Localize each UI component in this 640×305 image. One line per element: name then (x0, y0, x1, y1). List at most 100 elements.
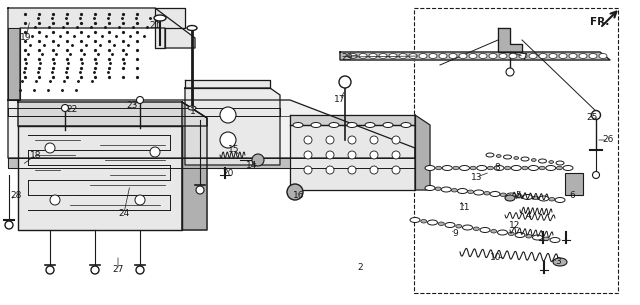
Circle shape (220, 107, 236, 123)
Ellipse shape (389, 53, 397, 59)
Ellipse shape (369, 53, 377, 59)
Polygon shape (498, 28, 522, 52)
Ellipse shape (488, 166, 493, 170)
Circle shape (326, 136, 334, 144)
Text: 28: 28 (10, 191, 22, 199)
Circle shape (593, 171, 600, 178)
Ellipse shape (477, 166, 487, 170)
Text: 27: 27 (112, 265, 124, 275)
Ellipse shape (549, 161, 554, 163)
Text: 20: 20 (222, 170, 234, 178)
Circle shape (45, 143, 55, 153)
Ellipse shape (383, 123, 393, 127)
Circle shape (135, 195, 145, 205)
Ellipse shape (438, 222, 444, 225)
Ellipse shape (543, 237, 549, 241)
Polygon shape (185, 88, 280, 165)
Ellipse shape (311, 123, 321, 127)
Polygon shape (18, 126, 182, 230)
Text: 4: 4 (525, 210, 531, 220)
Polygon shape (415, 115, 430, 190)
Circle shape (392, 136, 400, 144)
Ellipse shape (379, 53, 387, 59)
Ellipse shape (428, 220, 438, 225)
Ellipse shape (559, 53, 567, 59)
Ellipse shape (489, 53, 497, 59)
Circle shape (196, 186, 204, 194)
Circle shape (370, 166, 378, 174)
Text: 8: 8 (494, 163, 500, 173)
Ellipse shape (522, 195, 532, 199)
Text: 21: 21 (149, 20, 161, 30)
Ellipse shape (329, 123, 339, 127)
Text: 23: 23 (126, 101, 138, 109)
Ellipse shape (563, 166, 573, 170)
Bar (565, 173, 583, 195)
Ellipse shape (499, 53, 507, 59)
Circle shape (348, 136, 356, 144)
Ellipse shape (514, 156, 518, 160)
Ellipse shape (420, 220, 427, 223)
Polygon shape (8, 108, 280, 116)
Ellipse shape (419, 53, 427, 59)
Circle shape (392, 151, 400, 159)
Text: 9: 9 (452, 228, 458, 238)
Ellipse shape (589, 53, 597, 59)
Ellipse shape (435, 187, 441, 191)
Ellipse shape (187, 26, 197, 30)
Ellipse shape (480, 228, 490, 232)
Ellipse shape (470, 166, 476, 170)
Ellipse shape (539, 53, 547, 59)
Ellipse shape (459, 53, 467, 59)
Text: FR.: FR. (590, 17, 609, 27)
Circle shape (339, 76, 351, 88)
Polygon shape (155, 8, 185, 48)
Ellipse shape (463, 225, 472, 230)
Ellipse shape (293, 123, 303, 127)
Ellipse shape (479, 53, 487, 59)
Ellipse shape (497, 230, 508, 235)
Circle shape (348, 151, 356, 159)
Circle shape (136, 96, 143, 103)
Ellipse shape (473, 227, 479, 231)
Text: 3: 3 (555, 257, 561, 267)
Circle shape (220, 132, 236, 148)
Ellipse shape (550, 238, 560, 242)
Ellipse shape (497, 155, 501, 157)
Text: 6: 6 (569, 192, 575, 200)
Ellipse shape (439, 53, 447, 59)
Ellipse shape (458, 188, 467, 193)
Ellipse shape (532, 235, 543, 240)
Circle shape (50, 195, 60, 205)
Circle shape (370, 151, 378, 159)
Ellipse shape (539, 166, 545, 170)
Ellipse shape (509, 53, 517, 59)
Ellipse shape (546, 166, 556, 170)
Text: 16: 16 (293, 192, 305, 200)
Ellipse shape (154, 15, 166, 21)
Ellipse shape (449, 53, 457, 59)
Circle shape (136, 266, 144, 274)
Text: 17: 17 (334, 95, 346, 105)
Text: 2: 2 (357, 264, 363, 272)
Circle shape (91, 266, 99, 274)
Circle shape (150, 147, 160, 157)
Ellipse shape (579, 53, 587, 59)
Text: 18: 18 (30, 150, 42, 160)
Ellipse shape (525, 235, 532, 238)
Ellipse shape (506, 193, 516, 198)
Polygon shape (290, 125, 415, 190)
Circle shape (46, 266, 54, 274)
Ellipse shape (569, 53, 577, 59)
Ellipse shape (511, 166, 521, 170)
Ellipse shape (490, 192, 500, 196)
Ellipse shape (442, 166, 452, 170)
Circle shape (252, 154, 264, 166)
Polygon shape (8, 8, 195, 100)
Ellipse shape (532, 196, 539, 199)
Text: 24: 24 (118, 209, 130, 217)
Ellipse shape (429, 53, 437, 59)
Circle shape (348, 166, 356, 174)
Polygon shape (185, 80, 270, 88)
Circle shape (370, 136, 378, 144)
